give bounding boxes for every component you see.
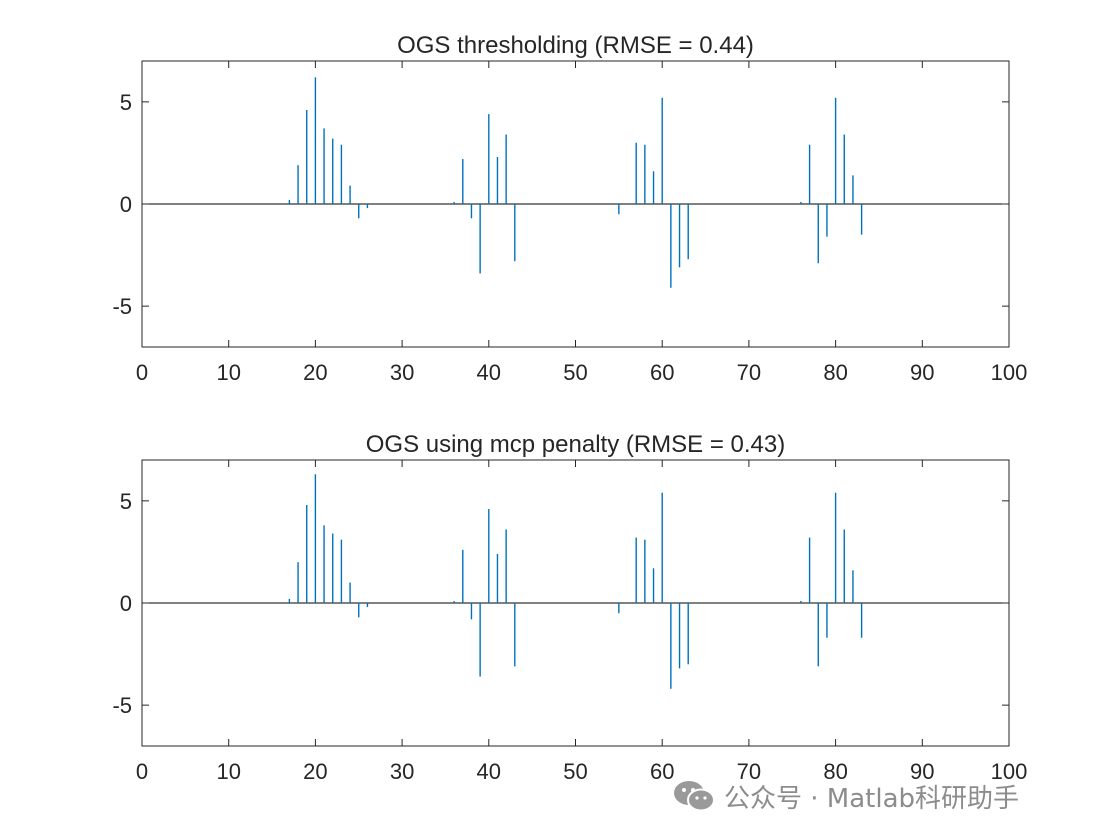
- y-tick-label: 0: [120, 591, 132, 616]
- x-tick-label: 60: [650, 360, 674, 385]
- subplot-top: OGS thresholding (RMSE = 0.44) 0 10 20 30 40 5…: [112, 32, 1027, 385]
- x-tick-label: 0: [136, 360, 148, 385]
- x-tick-label: 60: [650, 759, 674, 784]
- x-tick-label: 90: [910, 360, 934, 385]
- x-tick-label: 30: [390, 759, 414, 784]
- x-tick-label: 10: [216, 759, 240, 784]
- x-tick-label: 70: [737, 759, 761, 784]
- y-tick-label: 5: [120, 489, 132, 514]
- x-tick-label: 100: [991, 759, 1028, 784]
- y-tick-label: 5: [120, 90, 132, 115]
- y-tick-label: 0: [120, 192, 132, 217]
- watermark: 公众号 · Matlab科研助手: [672, 776, 1019, 816]
- x-tick-label: 80: [823, 759, 847, 784]
- x-tick-label: 20: [303, 759, 327, 784]
- subplot-bottom: OGS using mcp penalty (RMSE = 0.43) 0 10 20…: [112, 431, 1027, 784]
- chart-title: OGS using mcp penalty (RMSE = 0.43): [366, 431, 786, 458]
- x-tick-label: 10: [216, 360, 240, 385]
- x-tick-label: 30: [390, 360, 414, 385]
- x-tick-label: 80: [823, 360, 847, 385]
- wechat-icon: [674, 781, 715, 812]
- x-tick-label: 20: [303, 360, 327, 385]
- y-tick-label: -5: [112, 294, 132, 319]
- x-tick-label: 40: [477, 759, 501, 784]
- x-tick-label: 0: [136, 759, 148, 784]
- x-tick-label: 50: [563, 360, 587, 385]
- x-tick-label: 100: [991, 360, 1028, 385]
- x-tick-label: 40: [477, 360, 501, 385]
- chart-title: OGS thresholding (RMSE = 0.44): [397, 32, 754, 59]
- y-tick-label: -5: [112, 693, 132, 718]
- x-tick-label: 50: [563, 759, 587, 784]
- x-tick-label: 90: [910, 759, 934, 784]
- watermark-text: 公众号 · Matlab科研助手: [724, 783, 1020, 814]
- x-tick-label: 70: [737, 360, 761, 385]
